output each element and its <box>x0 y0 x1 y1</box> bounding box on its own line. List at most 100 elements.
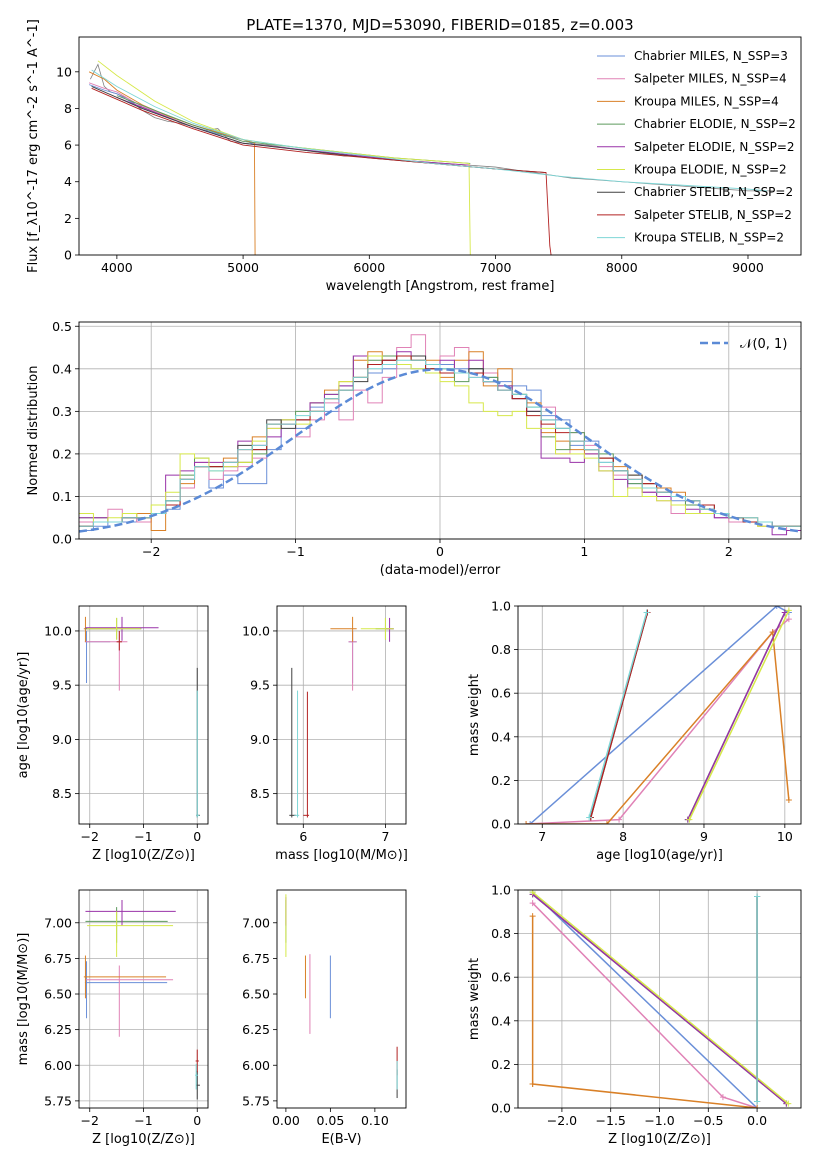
legend: Chabrier MILES, N_SSP=3 Salpeter MILES, N… <box>597 49 796 245</box>
x-axis-label: E(B-V) <box>321 1132 361 1147</box>
plot-area <box>88 60 774 255</box>
x-tick-label: 0 <box>193 829 201 844</box>
legend-label: Kroupa MILES, N_SSP=4 <box>634 94 779 108</box>
y-tick-label: 1.0 <box>491 599 511 614</box>
x-tick-label: 0.10 <box>361 1113 389 1128</box>
series-line-1 <box>88 82 256 144</box>
y-tick-label: 0.4 <box>491 729 511 744</box>
x-axis-label: Z [log10(Z/Z⊙)] <box>92 1132 195 1147</box>
figure-title: PLATE=1370, MJD=53090, FIBERID=0185, z=0… <box>246 16 633 34</box>
y-tick-label: 0.6 <box>491 970 511 985</box>
y-tick-label: 5.75 <box>242 1093 270 1108</box>
legend-label: Chabrier STELIB, N_SSP=2 <box>634 185 793 199</box>
x-tick-label: 7000 <box>480 260 512 275</box>
y-tick-label: 2 <box>64 211 72 226</box>
x-tick-label: −2 <box>81 1113 99 1128</box>
series-line-8 <box>91 69 767 192</box>
x-tick-label: 4000 <box>101 260 133 275</box>
chart-weight-vs-Z: −2.0 −1.5 −1.0 −0.5 0.0 0.0 0.2 0.4 0.6 0.8 1.0 Z [… <box>467 883 802 1147</box>
y-tick-label: 0.2 <box>491 1057 511 1072</box>
legend-label: Salpeter STELIB, N_SSP=2 <box>634 208 792 222</box>
series-line-7 <box>91 87 552 255</box>
plot-area <box>285 894 398 1099</box>
series-point <box>785 797 792 804</box>
series-line-7 <box>590 612 649 818</box>
series-point <box>785 1100 792 1107</box>
x-tick-label: 7 <box>538 829 546 844</box>
series-point <box>603 821 610 824</box>
chart-weight-vs-age: 7 8 9 10 0.0 0.2 0.4 0.6 0.8 1.0 age [log10(age/yr… <box>467 599 802 863</box>
gaussian-curve <box>79 368 801 533</box>
y-tick-label: 9.5 <box>52 678 72 693</box>
x-tick-label: −1.5 <box>596 1113 626 1128</box>
y-tick-label: 7.00 <box>242 915 270 930</box>
legend-label: Salpeter ELODIE, N_SSP=2 <box>634 140 795 154</box>
series-line-2 <box>526 630 790 824</box>
series-line-0 <box>529 606 790 824</box>
y-tick-label: 6.50 <box>44 987 72 1002</box>
plot-area <box>289 616 394 818</box>
series-point <box>781 609 788 616</box>
y-tick-label: 0.8 <box>491 642 511 657</box>
y-tick-label: 4 <box>64 174 72 189</box>
x-tick-label: 0 <box>436 544 444 559</box>
series-line-4 <box>532 893 787 1105</box>
y-tick-label: 9.0 <box>250 732 270 747</box>
series-point <box>686 816 693 823</box>
y-tick-label: 0.0 <box>52 532 72 547</box>
series-point <box>785 616 792 623</box>
series-point <box>754 893 761 900</box>
y-tick-label: 0.3 <box>52 404 72 419</box>
y-tick-label: 10.0 <box>44 623 72 638</box>
chart-residuals: −2 −1 0 1 2 0.0 0.1 0.2 0.3 0.4 0.5 (data-model)/er… <box>26 319 802 578</box>
chart-mass-vs-Z: −2 −1 0 5.75 6.00 6.25 6.50 6.75 7.00 Z [log10(Z/… <box>16 889 209 1147</box>
x-tick-label: 1 <box>580 544 588 559</box>
series-point <box>769 629 776 636</box>
x-tick-label: −1.0 <box>644 1113 674 1128</box>
series-line-2 <box>531 916 758 1108</box>
x-tick-label: 7 <box>381 829 389 844</box>
legend-label: Chabrier ELODIE, N_SSP=2 <box>634 117 796 131</box>
series-point <box>754 1098 761 1105</box>
series-point <box>529 1081 536 1088</box>
series-point <box>719 1094 726 1101</box>
y-tick-label: 0.4 <box>52 361 72 376</box>
x-axis-label: Z [log10(Z/Z⊙)] <box>608 1132 711 1147</box>
series-line-6 <box>91 86 547 174</box>
y-tick-label: 0 <box>64 248 72 263</box>
series-point <box>586 814 593 821</box>
series-point <box>529 913 536 920</box>
x-tick-label: 0.05 <box>316 1113 344 1128</box>
y-tick-label: 10 <box>56 64 72 79</box>
legend-label: Chabrier MILES, N_SSP=3 <box>634 49 788 63</box>
y-tick-label: 8 <box>64 101 72 116</box>
legend-label: Kroupa STELIB, N_SSP=2 <box>634 231 784 245</box>
y-tick-label: 5.75 <box>44 1093 72 1108</box>
y-tick-label: 6.25 <box>242 1022 270 1037</box>
x-tick-label: 5000 <box>227 260 259 275</box>
series-line-5 <box>532 891 789 1105</box>
y-axis-label: age [log10(age/yr)] <box>16 652 31 779</box>
series-point <box>785 607 792 614</box>
legend-label: 𝒩(0, 1) <box>740 337 787 352</box>
plot-area <box>523 606 792 824</box>
axes-frame <box>276 605 407 825</box>
x-tick-label: 2 <box>725 544 733 559</box>
y-tick-label: 0.5 <box>52 319 72 334</box>
y-tick-label: 8.5 <box>250 786 270 801</box>
y-tick-label: 0.0 <box>491 1101 511 1116</box>
legend-label: Salpeter MILES, N_SSP=4 <box>634 72 787 86</box>
x-tick-label: 9000 <box>732 260 764 275</box>
y-tick-label: 8.5 <box>52 786 72 801</box>
x-axis-label: Z [log10(Z/Z⊙)] <box>92 848 195 863</box>
chart-age-vs-Z: −2 −1 0 8.5 9.0 9.5 10.0 Z [log10(Z/Z⊙)] age [lo… <box>16 605 209 863</box>
plot-area <box>529 890 792 1108</box>
x-tick-label: −0.5 <box>693 1113 723 1128</box>
x-tick-label: −1 <box>286 544 304 559</box>
y-tick-label: 6.25 <box>44 1022 72 1037</box>
series-line-5 <box>97 60 471 255</box>
y-tick-label: 0.2 <box>52 446 72 461</box>
x-tick-label: −1 <box>134 1113 152 1128</box>
y-tick-label: 6.00 <box>44 1058 72 1073</box>
